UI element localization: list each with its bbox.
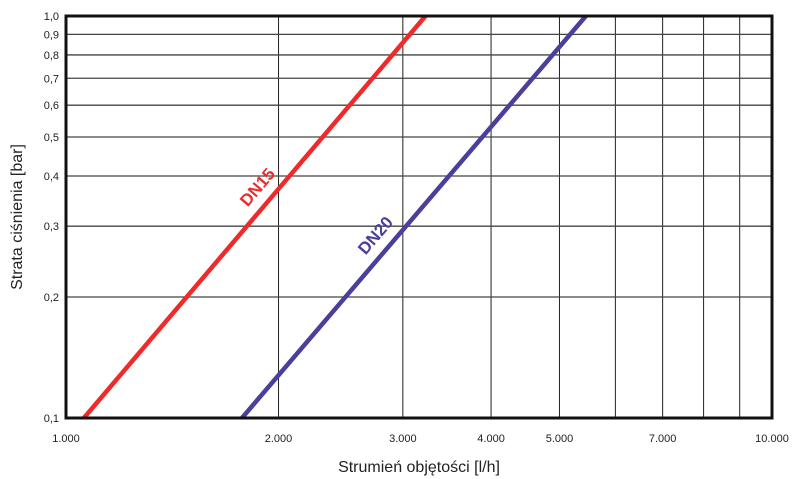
x-axis-label: Strumień objętości [l/h] [338,459,500,476]
y-tick-label: 0,8 [44,50,59,62]
y-tick-label: 1,0 [44,11,59,23]
grid-lines [66,16,772,418]
series-label-dn20: DN20 [354,213,397,258]
x-tick-label: 10.000 [755,433,789,445]
y-tick-label: 0,3 [44,221,59,233]
y-tick-label: 0,7 [44,73,59,85]
tick-labels: 0,1 0,2 0,3 0,4 0,5 0,6 0,7 0,8 0,9 1,0 1.000 2.000… [44,11,789,445]
y-tick-label: 0,1 [44,413,59,425]
series-line-dn20 [240,14,588,420]
y-tick-label: 0,6 [44,100,59,112]
y-tick-label: 0,5 [44,132,59,144]
y-tick-label: 0,2 [44,292,59,304]
y-tick-label: 0,9 [44,29,59,41]
plot-frame [64,14,774,420]
y-axis-label: Strata ciśnienia [bar] [9,144,26,290]
x-tick-label: 4.000 [477,433,505,445]
x-tick-label: 2.000 [265,433,293,445]
series-lines: DN15 DN20 [82,14,588,420]
series-label-dn15: DN15 [236,165,279,210]
series-line-dn15 [82,14,428,420]
x-tick-label: 5.000 [546,433,574,445]
x-tick-label: 3.000 [389,433,417,445]
y-tick-label: 0,4 [44,171,59,183]
x-tick-label: 7.000 [649,433,677,445]
x-tick-label: 1.000 [52,433,80,445]
